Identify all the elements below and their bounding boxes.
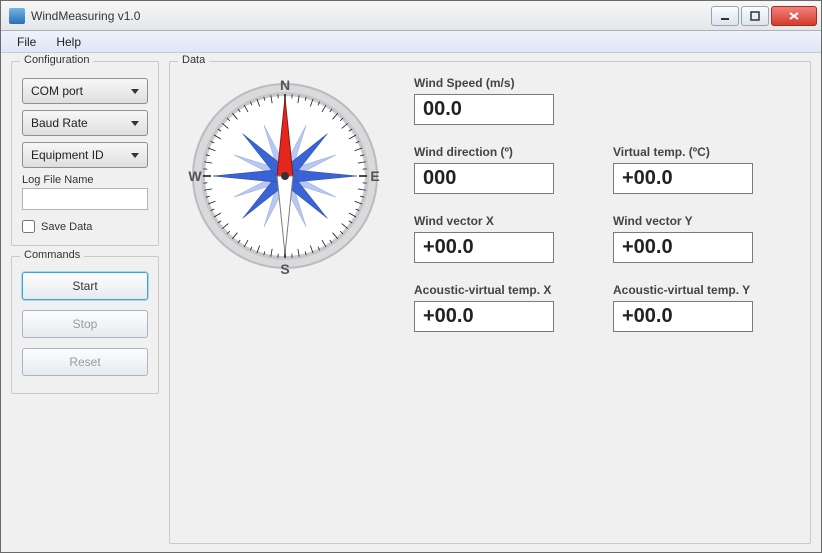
menubar: File Help (1, 31, 821, 53)
close-button[interactable] (771, 6, 817, 26)
avt-x-label: Acoustic-virtual temp. X (414, 283, 595, 297)
compass-e: E (370, 168, 379, 184)
configuration-title: Configuration (20, 54, 93, 66)
avt-y-label: Acoustic-virtual temp. Y (613, 283, 794, 297)
readout-vec-y: Wind vector Y +00.0 (613, 214, 794, 263)
maximize-icon (750, 11, 760, 21)
readout-wind-speed: Wind Speed (m/s) 00.0 (414, 76, 595, 125)
maximize-button[interactable] (741, 6, 769, 26)
readout-vec-x: Wind vector X +00.0 (414, 214, 595, 263)
app-window: WindMeasuring v1.0 File Help Configurati… (0, 0, 822, 553)
app-icon (9, 8, 25, 24)
compass-n: N (280, 77, 290, 93)
wind-speed-label: Wind Speed (m/s) (414, 76, 595, 90)
com-port-label: COM port (31, 84, 83, 98)
compass-w: W (188, 168, 202, 184)
virtual-temp-label: Virtual temp. (ºC) (613, 145, 794, 159)
save-data-label: Save Data (41, 221, 92, 233)
readout-virtual-temp: Virtual temp. (ºC) +00.0 (613, 145, 794, 194)
com-port-dropdown[interactable]: COM port (22, 78, 148, 104)
stop-button[interactable]: Stop (22, 310, 148, 338)
wind-speed-value: 00.0 (414, 94, 554, 125)
left-column: Configuration COM port Baud Rate Equipme… (11, 61, 159, 544)
equipment-id-label: Equipment ID (31, 148, 104, 162)
configuration-group: Configuration COM port Baud Rate Equipme… (11, 61, 159, 246)
data-title: Data (178, 54, 209, 66)
chevron-down-icon (131, 89, 139, 94)
avt-x-value: +00.0 (414, 301, 554, 332)
save-data-row[interactable]: Save Data (22, 220, 148, 233)
menu-help[interactable]: Help (46, 33, 91, 51)
avt-y-value: +00.0 (613, 301, 753, 332)
readout-wind-dir: Wind direction (º) 000 (414, 145, 595, 194)
save-data-checkbox[interactable] (22, 220, 35, 233)
compass-panel: N E S W (180, 76, 390, 281)
commands-group: Commands Start Stop Reset (11, 256, 159, 394)
chevron-down-icon (131, 121, 139, 126)
menu-file[interactable]: File (7, 33, 46, 51)
readouts: Wind Speed (m/s) 00.0 Wind direction (º)… (414, 76, 800, 332)
vec-y-value: +00.0 (613, 232, 753, 263)
commands-title: Commands (20, 249, 84, 261)
window-title: WindMeasuring v1.0 (31, 9, 711, 23)
start-button[interactable]: Start (22, 272, 148, 300)
data-group: Data N (169, 61, 811, 544)
minimize-button[interactable] (711, 6, 739, 26)
readout-avt-y: Acoustic-virtual temp. Y +00.0 (613, 283, 794, 332)
wind-dir-value: 000 (414, 163, 554, 194)
data-inner: N E S W Wind Speed (m/s) 00.0 Wind direc… (180, 76, 800, 332)
vec-x-label: Wind vector X (414, 214, 595, 228)
wind-dir-label: Wind direction (º) (414, 145, 595, 159)
client-area: Configuration COM port Baud Rate Equipme… (1, 53, 821, 552)
equipment-id-dropdown[interactable]: Equipment ID (22, 142, 148, 168)
chevron-down-icon (131, 153, 139, 158)
vec-y-label: Wind vector Y (613, 214, 794, 228)
compass-icon: N E S W (185, 76, 385, 276)
baud-rate-label: Baud Rate (31, 116, 88, 130)
vec-x-value: +00.0 (414, 232, 554, 263)
titlebar: WindMeasuring v1.0 (1, 1, 821, 31)
minimize-icon (720, 11, 730, 21)
log-file-name-input[interactable] (22, 188, 148, 210)
compass-s: S (280, 261, 289, 276)
reset-button[interactable]: Reset (22, 348, 148, 376)
close-icon (788, 11, 800, 21)
log-file-name-label: Log File Name (22, 174, 148, 186)
baud-rate-dropdown[interactable]: Baud Rate (22, 110, 148, 136)
window-controls (711, 6, 817, 26)
readout-avt-x: Acoustic-virtual temp. X +00.0 (414, 283, 595, 332)
virtual-temp-value: +00.0 (613, 163, 753, 194)
